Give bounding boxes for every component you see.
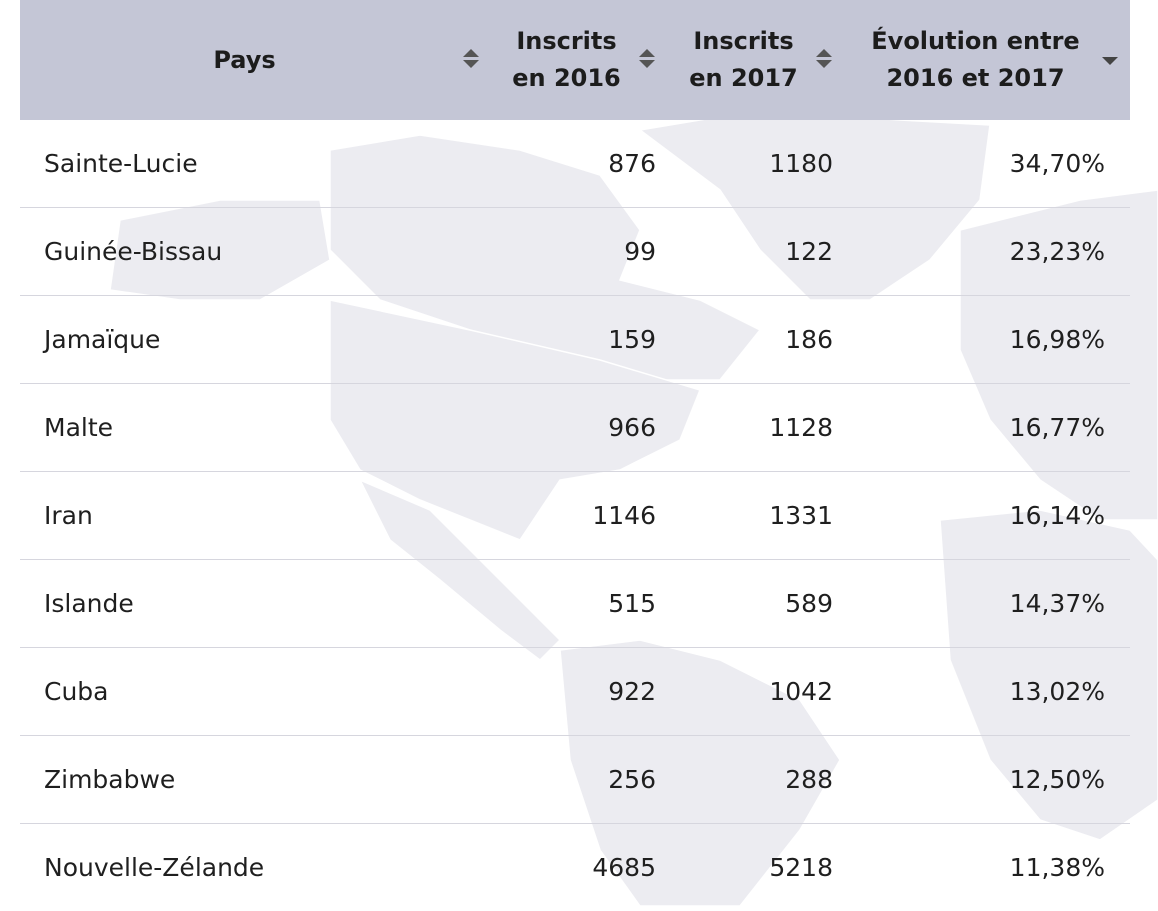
cell-evolution: 14,37% (843, 560, 1130, 648)
cell-country: Jamaïque (20, 296, 489, 384)
cell-enrolled-2016: 1146 (489, 472, 666, 560)
cell-country: Guinée-Bissau (20, 208, 489, 296)
cell-enrolled-2016: 966 (489, 384, 666, 472)
cell-enrolled-2017: 1180 (666, 120, 843, 208)
cell-enrolled-2017: 1128 (666, 384, 843, 472)
column-header-evolution-label: Évolution entre 2016 et 2017 (843, 23, 1130, 97)
cell-enrolled-2017: 589 (666, 560, 843, 648)
cell-country: Iran (20, 472, 489, 560)
cell-country: Sainte-Lucie (20, 120, 489, 208)
cell-enrolled-2016: 159 (489, 296, 666, 384)
cell-country: Zimbabwe (20, 736, 489, 824)
enrollment-table: Pays Inscrits en 2016 Inscrits en 2017 (20, 0, 1130, 911)
cell-evolution: 23,23% (843, 208, 1130, 296)
sort-both-icon[interactable] (816, 49, 832, 71)
cell-enrolled-2016: 256 (489, 736, 666, 824)
cell-evolution: 16,98% (843, 296, 1130, 384)
cell-country: Islande (20, 560, 489, 648)
cell-evolution: 11,38% (843, 824, 1130, 911)
column-header-country-label: Pays (20, 42, 489, 79)
cell-evolution: 16,14% (843, 472, 1130, 560)
enrollment-table-container: Pays Inscrits en 2016 Inscrits en 2017 (20, 0, 1130, 911)
sort-both-icon[interactable] (463, 49, 479, 71)
cell-enrolled-2016: 876 (489, 120, 666, 208)
cell-enrolled-2016: 99 (489, 208, 666, 296)
cell-evolution: 13,02% (843, 648, 1130, 736)
cell-evolution: 16,77% (843, 384, 1130, 472)
cell-country: Nouvelle-Zélande (20, 824, 489, 911)
column-header-enrolled-2017[interactable]: Inscrits en 2017 (666, 0, 843, 120)
cell-enrolled-2017: 1042 (666, 648, 843, 736)
cell-enrolled-2017: 288 (666, 736, 843, 824)
cell-country: Malte (20, 384, 489, 472)
cell-evolution: 12,50% (843, 736, 1130, 824)
cell-evolution: 34,70% (843, 120, 1130, 208)
table-header-row: Pays Inscrits en 2016 Inscrits en 2017 (20, 0, 1130, 120)
column-header-enrolled-2016[interactable]: Inscrits en 2016 (489, 0, 666, 120)
column-header-evolution[interactable]: Évolution entre 2016 et 2017 (843, 0, 1130, 120)
cell-enrolled-2017: 1331 (666, 472, 843, 560)
cell-country: Cuba (20, 648, 489, 736)
sort-both-icon[interactable] (639, 49, 655, 71)
cell-enrolled-2017: 186 (666, 296, 843, 384)
sort-descending-icon[interactable] (1102, 57, 1118, 65)
cell-enrolled-2016: 515 (489, 560, 666, 648)
cell-enrolled-2016: 922 (489, 648, 666, 736)
cell-enrolled-2017: 122 (666, 208, 843, 296)
cell-enrolled-2017: 5218 (666, 824, 843, 911)
column-header-country[interactable]: Pays (20, 0, 489, 120)
cell-enrolled-2016: 4685 (489, 824, 666, 911)
